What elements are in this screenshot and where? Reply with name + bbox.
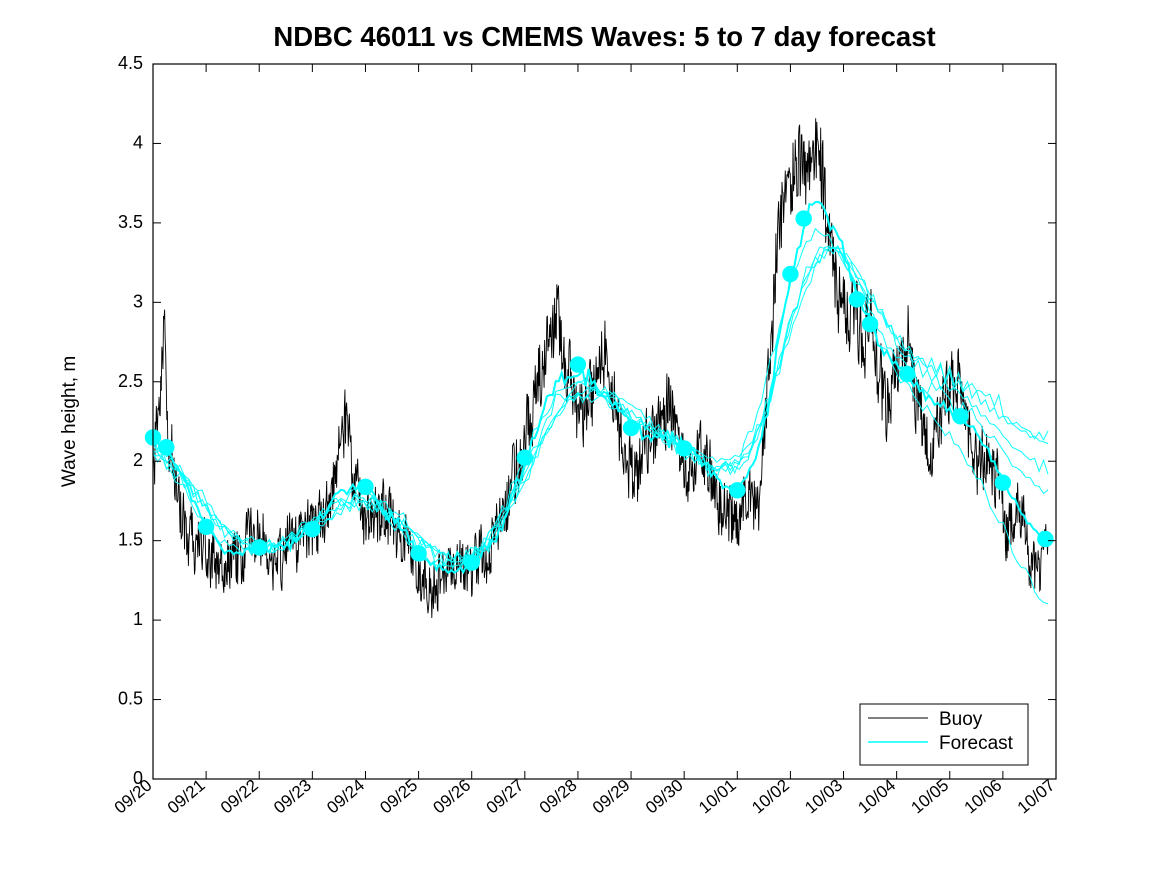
svg-text:10/03: 10/03 (801, 776, 846, 818)
svg-text:Wave height, m: Wave height, m (59, 356, 80, 487)
svg-text:4: 4 (133, 132, 143, 152)
svg-text:09/24: 09/24 (323, 776, 368, 818)
svg-text:10/06: 10/06 (961, 776, 1006, 818)
svg-text:3: 3 (133, 291, 143, 311)
svg-text:NDBC 46011 vs CMEMS Waves: 5 t: NDBC 46011 vs CMEMS Waves: 5 to 7 day fo… (273, 21, 935, 52)
svg-text:09/21: 09/21 (164, 776, 209, 818)
svg-text:4.5: 4.5 (118, 53, 143, 73)
svg-text:Forecast: Forecast (939, 733, 1014, 754)
svg-text:2.5: 2.5 (118, 371, 143, 391)
svg-text:09/29: 09/29 (589, 776, 634, 818)
svg-text:10/04: 10/04 (854, 776, 899, 818)
svg-text:1.5: 1.5 (118, 530, 143, 550)
svg-text:10/01: 10/01 (695, 776, 740, 818)
svg-text:1: 1 (133, 609, 143, 629)
svg-text:09/26: 09/26 (429, 776, 474, 818)
svg-text:Buoy: Buoy (939, 709, 983, 730)
svg-text:09/23: 09/23 (270, 776, 315, 818)
svg-text:10/02: 10/02 (748, 776, 793, 818)
svg-text:09/25: 09/25 (376, 776, 421, 818)
svg-text:3.5: 3.5 (118, 212, 143, 232)
svg-text:09/27: 09/27 (483, 776, 528, 818)
svg-text:0.5: 0.5 (118, 689, 143, 709)
svg-text:10/05: 10/05 (908, 776, 953, 818)
svg-text:09/28: 09/28 (536, 776, 581, 818)
svg-text:2: 2 (133, 450, 143, 470)
svg-text:09/22: 09/22 (217, 776, 262, 818)
svg-text:10/07: 10/07 (1014, 776, 1059, 818)
svg-text:09/30: 09/30 (642, 776, 687, 818)
